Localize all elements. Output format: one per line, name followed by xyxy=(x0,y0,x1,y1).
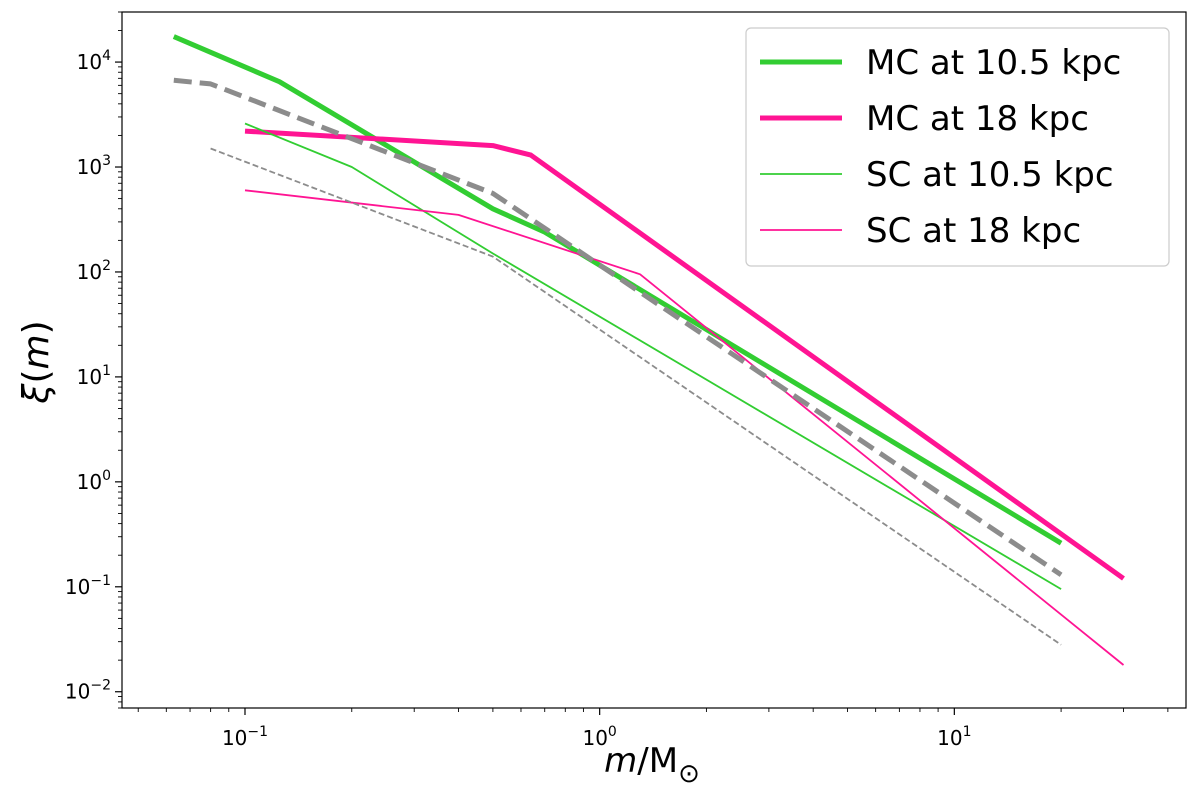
y-tick-label: 103 xyxy=(77,153,111,179)
legend-label-mc-at-10-5-kpc: MC at 10.5 kpc xyxy=(866,43,1121,83)
x-tick-label: 100 xyxy=(582,724,616,750)
x-axis-label-var: m xyxy=(604,741,637,781)
x-axis-label-unit: /M xyxy=(637,741,678,781)
y-tick-label: 101 xyxy=(77,363,111,389)
x-axis-label: m/M⊙ xyxy=(604,741,700,785)
series-line-reference-thin-dashed xyxy=(210,147,1062,646)
plot-frame xyxy=(121,11,1187,709)
y-axis-label-arg: m xyxy=(16,334,57,369)
y-axis-label: ξ(m) xyxy=(16,320,57,404)
y-tick-label: 100 xyxy=(77,468,111,494)
x-axis-label-sub: ⊙ xyxy=(678,759,700,785)
ticks-layer: 10−1 100 101 10−2 10−1 100 101 102 103 104 xyxy=(65,11,1169,750)
series-layer xyxy=(172,34,1125,666)
y-tick-label: 10−1 xyxy=(65,573,111,599)
x-tick-label: 101 xyxy=(937,724,971,750)
series-line-sc-at-18-kpc xyxy=(244,189,1125,666)
x-tick-label: 10−1 xyxy=(222,724,268,750)
y-axis-label-xi: ξ xyxy=(16,383,57,405)
legend-box xyxy=(745,27,1170,267)
legend-label-sc-at-18-kpc: SC at 18 kpc xyxy=(866,211,1081,251)
svg-text:m/M⊙: m/M⊙ xyxy=(604,741,700,785)
y-tick-label: 104 xyxy=(77,48,111,74)
svg-text:ξ(m): ξ(m) xyxy=(16,320,57,404)
y-axis-label-close: ) xyxy=(16,320,57,334)
legend: MC at 10.5 kpc MC at 18 kpc SC at 10.5 kpc… xyxy=(745,27,1170,267)
y-axis-label-open: ( xyxy=(16,370,57,384)
legend-label-mc-at-18-kpc: MC at 18 kpc xyxy=(866,99,1089,139)
y-tick-label: 10−2 xyxy=(65,678,111,704)
series-line-mc-at-18-kpc xyxy=(244,128,1125,581)
y-tick-label: 102 xyxy=(77,258,111,284)
legend-label-sc-at-10-5-kpc: SC at 10.5 kpc xyxy=(866,155,1114,195)
series-line-reference-thick-dashed xyxy=(173,77,1063,577)
